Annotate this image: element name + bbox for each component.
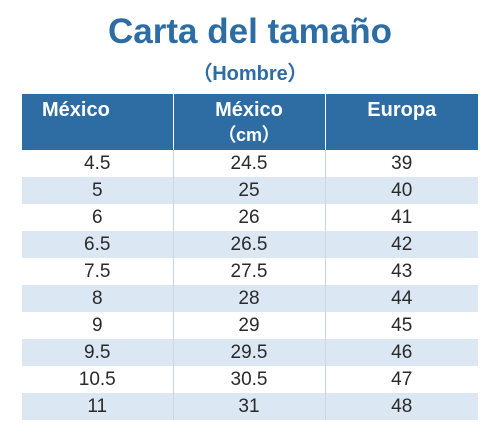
table-row: 9 29 45 (22, 312, 478, 339)
header-mexico-cm-unit: （cm） (217, 125, 280, 145)
cell-mexico: 6 (22, 204, 174, 231)
size-chart-table: México México （cm） Europa 4.5 24.5 39 5 … (22, 94, 478, 420)
cell-europa: 39 (325, 150, 478, 177)
cell-mexico-cm: 29 (173, 312, 326, 339)
page-subtitle: （Hombre） (192, 63, 308, 85)
cell-mexico-cm: 24.5 (173, 150, 326, 177)
table-row: 10.5 30.5 47 (22, 366, 478, 393)
table-row: 11 31 48 (22, 393, 478, 420)
cell-mexico: 4.5 (22, 150, 174, 177)
header-mexico-cm-label: México (215, 99, 283, 121)
cell-europa: 45 (325, 312, 478, 339)
header-europa: Europa (325, 94, 478, 150)
cell-europa: 48 (325, 393, 478, 420)
header-europa-label: Europa (367, 99, 437, 121)
table-row: 5 25 40 (22, 177, 478, 204)
header-mexico-cm: México （cm） (173, 94, 326, 150)
cell-mexico: 11 (22, 393, 174, 420)
cell-mexico: 6.5 (22, 231, 174, 258)
cell-mexico: 7.5 (22, 258, 174, 285)
cell-europa: 42 (325, 231, 478, 258)
cell-europa: 46 (325, 339, 478, 366)
table-row: 7.5 27.5 43 (22, 258, 478, 285)
header-mexico: México (22, 94, 174, 150)
table-body: 4.5 24.5 39 5 25 40 6 26 41 6.5 26.5 42 … (22, 150, 478, 420)
cell-mexico-cm: 26 (173, 204, 326, 231)
cell-europa: 43 (325, 258, 478, 285)
cell-mexico: 5 (22, 177, 174, 204)
cell-mexico-cm: 31 (173, 393, 326, 420)
cell-mexico: 10.5 (22, 366, 174, 393)
cell-europa: 47 (325, 366, 478, 393)
table-row: 6 26 41 (22, 204, 478, 231)
table-header-row: México México （cm） Europa (22, 94, 478, 150)
cell-europa: 44 (325, 285, 478, 312)
cell-europa: 41 (325, 204, 478, 231)
table-row: 8 28 44 (22, 285, 478, 312)
table-row: 6.5 26.5 42 (22, 231, 478, 258)
page-title: Carta del tamaño (108, 12, 392, 51)
cell-mexico: 9 (22, 312, 174, 339)
table-row: 4.5 24.5 39 (22, 150, 478, 177)
cell-mexico: 9.5 (22, 339, 174, 366)
cell-mexico-cm: 28 (173, 285, 326, 312)
cell-mexico-cm: 29.5 (173, 339, 326, 366)
cell-europa: 40 (325, 177, 478, 204)
cell-mexico-cm: 26.5 (173, 231, 326, 258)
table-row: 9.5 29.5 46 (22, 339, 478, 366)
cell-mexico-cm: 25 (173, 177, 326, 204)
cell-mexico-cm: 30.5 (173, 366, 326, 393)
cell-mexico-cm: 27.5 (173, 258, 326, 285)
cell-mexico: 8 (22, 285, 174, 312)
header-mexico-label: México (42, 99, 110, 121)
